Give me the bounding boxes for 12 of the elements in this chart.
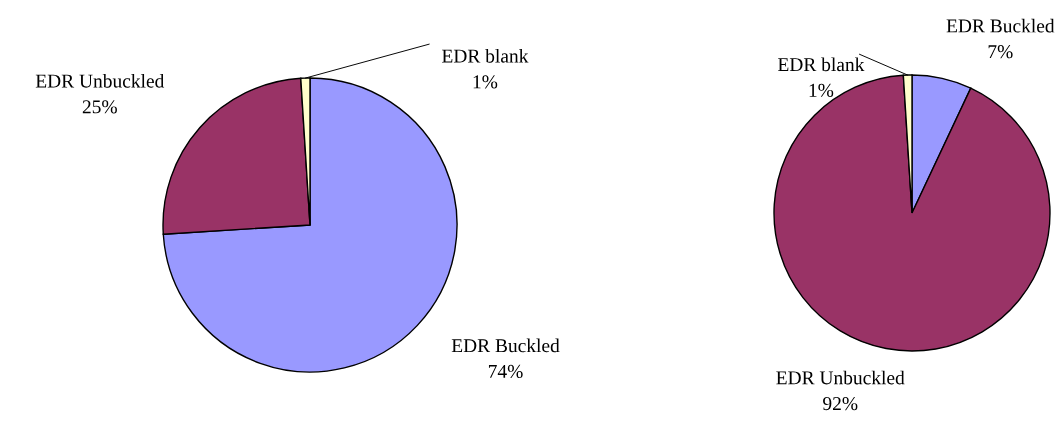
data-label: 1% (473, 75, 498, 89)
slice-label: EDR blank (778, 57, 865, 72)
slice-label: EDR Unbuckled (35, 73, 165, 88)
data-label: 74% (488, 364, 523, 379)
data-label: 7% (988, 45, 1013, 59)
slice-label: EDR Buckled (451, 338, 560, 353)
slice-label: EDR Unbuckled (776, 370, 905, 385)
data-label: 1% (809, 83, 834, 97)
data-label: 25% (82, 100, 117, 114)
data-label: 92% (823, 397, 858, 411)
slice-label: EDR Buckled (946, 18, 1055, 33)
slice-label: EDR blank (442, 48, 529, 63)
